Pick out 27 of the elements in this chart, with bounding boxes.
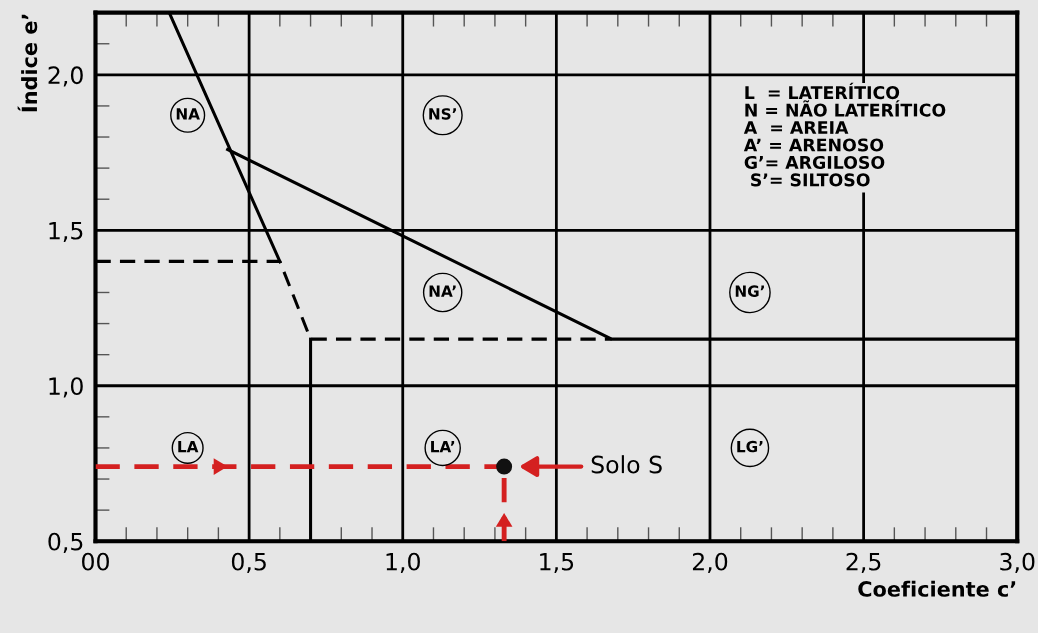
y-tick-label: 0,5 <box>48 532 83 553</box>
annotation: Solo S <box>591 455 662 474</box>
y-tick-label: 1,0 <box>49 377 83 398</box>
x-axis-title: Coeficiente c’ <box>858 580 1016 597</box>
annotation: LA <box>178 441 199 453</box>
x-tick-label: 2,5 <box>846 552 881 574</box>
annotation: NG’ <box>735 285 764 297</box>
x-tick-label: 1,0 <box>386 552 420 574</box>
annotation: NS’ <box>429 108 456 120</box>
annotation: S’= SILTOSO <box>751 173 870 187</box>
x-tick-label: 3,0 <box>1000 552 1035 574</box>
x-tick-label: 2,0 <box>692 552 728 574</box>
annotation: G’= ARGILOSO <box>744 155 885 170</box>
annotation: NA <box>176 108 200 120</box>
annotation: LA’ <box>431 441 455 453</box>
x-tick-label: 0,5 <box>231 552 266 574</box>
y-axis-title: Índice e’ <box>17 14 38 112</box>
annotation: LG’ <box>737 440 763 453</box>
annotation: L = LATERÍTICO <box>745 82 900 100</box>
x-tick-label: 00 <box>82 552 109 571</box>
annotation: A’ = ARENOSO <box>743 138 884 152</box>
annotation: NA’ <box>429 285 456 297</box>
x-tick-label: 1,5 <box>540 553 574 574</box>
y-tick-label: 2,0 <box>48 66 83 87</box>
y-tick-label: 1,5 <box>49 222 83 243</box>
annotation: A = AREIA <box>743 121 849 134</box>
annotation: N = NÃO LATERÍTICO <box>745 100 946 117</box>
